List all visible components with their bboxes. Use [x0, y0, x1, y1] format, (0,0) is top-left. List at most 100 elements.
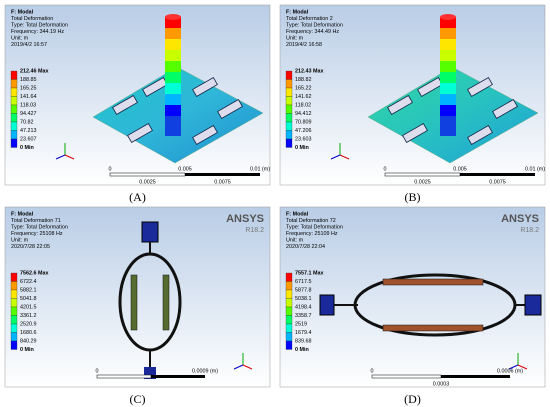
header-line: Type: Total Deformation	[11, 224, 68, 230]
legend-swatch	[285, 306, 293, 316]
legend-label: 47.213	[20, 128, 37, 134]
column-segment	[440, 28, 456, 39]
header-line: Total Deformation	[11, 16, 53, 22]
legend-swatch	[10, 130, 18, 140]
legend-label: 0 Min	[20, 347, 34, 353]
scale-label: 0.005	[453, 166, 467, 172]
legend-label: 0 Min	[20, 145, 34, 151]
version: R18.2	[520, 227, 539, 234]
legend-label: 165.22	[295, 85, 312, 91]
column-base	[440, 116, 456, 136]
scale-bar-black	[441, 375, 510, 378]
legend-swatch	[10, 298, 18, 308]
header-line: Type: Total Deformation	[286, 22, 343, 28]
legend-swatch	[10, 87, 18, 97]
legend-swatch	[285, 96, 293, 106]
beam	[130, 274, 138, 331]
column-segment	[165, 28, 181, 39]
header-line: Frequency: 344.49 Hz	[286, 29, 339, 35]
header-line: Frequency: 344.19 Hz	[11, 29, 64, 35]
header-line: Frequency: 25109 Hz	[286, 231, 338, 237]
panel-label: (A)	[129, 190, 146, 204]
header-line: 2019/4/2 16:58	[286, 42, 322, 48]
legend-label: 70.82	[20, 119, 34, 125]
axis-z	[508, 364, 519, 370]
header-line: Total Deformation 72	[286, 218, 336, 224]
legend-label: 5882.1	[20, 287, 37, 293]
legend-swatch	[285, 79, 293, 89]
legend-label: 1680.6	[20, 330, 37, 336]
legend-label: 840.29	[20, 338, 37, 344]
header-line: Unit: m	[286, 35, 304, 41]
legend-label: 70.809	[295, 119, 312, 125]
column-segment	[165, 17, 181, 28]
column-top	[440, 14, 456, 20]
column-segment	[440, 94, 456, 105]
header-line: Unit: m	[11, 237, 29, 243]
legend-label: 23.607	[20, 136, 37, 142]
header-line: Type: Total Deformation	[11, 22, 68, 28]
version: R18.2	[245, 227, 264, 234]
scale-bar-black	[151, 375, 205, 378]
legend-label: 4198.4	[295, 304, 312, 310]
header-line: Unit: m	[286, 237, 304, 243]
column-segment	[440, 72, 456, 83]
column-segment	[165, 83, 181, 94]
scale-label: 0.0009 (m)	[192, 368, 218, 374]
scale-bar-white	[371, 374, 442, 379]
column-segment	[165, 39, 181, 50]
scale-label: 0.0006 (m)	[497, 368, 523, 374]
legend-swatch	[285, 323, 293, 333]
axis-x	[517, 364, 528, 370]
legend-swatch	[285, 121, 293, 131]
header-line: Total Deformation 71	[11, 218, 61, 224]
legend-label: 5038.1	[295, 296, 312, 302]
panel-background	[4, 206, 271, 388]
clamp	[217, 98, 243, 120]
brand: ANSYS	[501, 213, 539, 225]
clamp	[192, 124, 218, 146]
header-line: F: Modal	[11, 211, 34, 217]
legend-swatch	[285, 272, 293, 282]
legend-label: 1679.4	[295, 330, 312, 336]
clamp	[127, 122, 153, 144]
clamp	[402, 122, 428, 144]
legend-label: 4201.5	[20, 304, 37, 310]
beam	[162, 274, 170, 331]
header-line: Total Deformation 2	[286, 16, 333, 22]
header-line: 2020/7/28 22:04	[286, 244, 325, 250]
legend-label: 212.46 Max	[20, 68, 48, 74]
clamp	[112, 94, 138, 116]
column-top	[165, 14, 181, 20]
legend-swatch	[285, 340, 293, 350]
legend-swatch	[285, 130, 293, 140]
legend-swatch	[10, 113, 18, 123]
legend-swatch	[10, 340, 18, 350]
legend-swatch	[10, 79, 18, 89]
axis-x	[64, 154, 75, 160]
scale-label: 0.01 (m)	[250, 166, 270, 172]
legend-label: 2519	[295, 321, 307, 327]
scale-label: 0.0003	[433, 381, 450, 387]
legend-label: 118.03	[20, 102, 36, 108]
scale-bar-white	[384, 172, 461, 177]
header-line: 2020/7/28 22:05	[11, 244, 50, 250]
legend-label: 5877.8	[295, 287, 312, 293]
scale-label: 0	[384, 166, 387, 172]
legend-label: 6717.5	[295, 279, 312, 285]
brand: ANSYS	[226, 213, 264, 225]
legend-label: 212.43 Max	[295, 68, 323, 74]
column-segment	[165, 61, 181, 72]
legend-label: 188.82	[295, 77, 312, 83]
legend-swatch	[285, 87, 293, 97]
legend-label: 165.25	[20, 85, 37, 91]
column-segment	[165, 94, 181, 105]
scale-bar-white	[96, 374, 152, 379]
legend-swatch	[10, 332, 18, 342]
legend-swatch	[285, 315, 293, 325]
legend-swatch	[285, 289, 293, 299]
legend-swatch	[10, 289, 18, 299]
scale-label: 0.0025	[139, 179, 156, 185]
left-block	[319, 294, 335, 316]
